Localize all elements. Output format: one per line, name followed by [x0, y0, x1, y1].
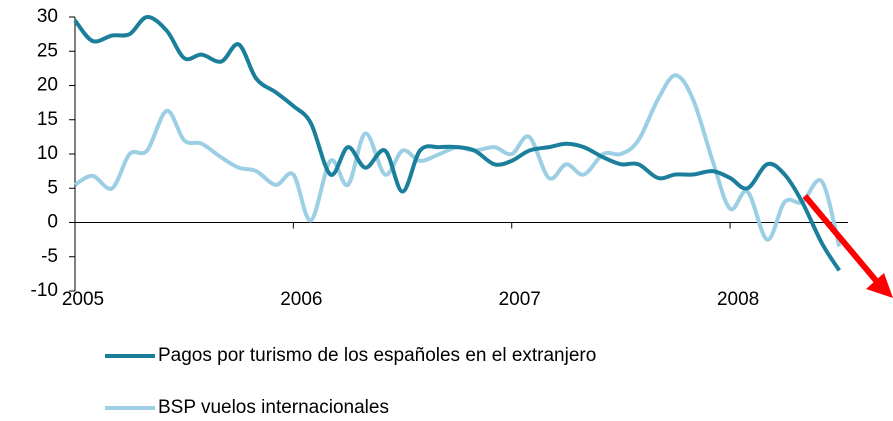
y-tick-label: 25: [37, 40, 58, 61]
series-line: [73, 73, 842, 247]
x-tick-label: 2005: [62, 289, 104, 310]
y-tick-label: -5: [41, 246, 58, 267]
trend-arrow: [802, 194, 893, 298]
y-tick-label: 0: [47, 212, 58, 233]
arrow-head: [866, 273, 893, 298]
y-tick-label: 10: [37, 143, 58, 164]
x-tick-label: 2007: [499, 289, 541, 310]
y-tick-label: 30: [37, 6, 58, 27]
y-tick-label: 5: [47, 177, 58, 198]
y-tick-label: 20: [37, 75, 58, 96]
x-tick-label: 2008: [717, 289, 759, 310]
y-tick-label: 15: [37, 109, 58, 130]
x-tick-label: 2006: [280, 289, 322, 310]
legend-label: Pagos por turismo de los españoles en el…: [158, 345, 596, 366]
series-line: [73, 15, 841, 272]
legend-label: BSP vuelos internacionales: [158, 397, 389, 418]
y-tick-label: -10: [31, 280, 58, 301]
arrow-shaft: [802, 194, 881, 285]
